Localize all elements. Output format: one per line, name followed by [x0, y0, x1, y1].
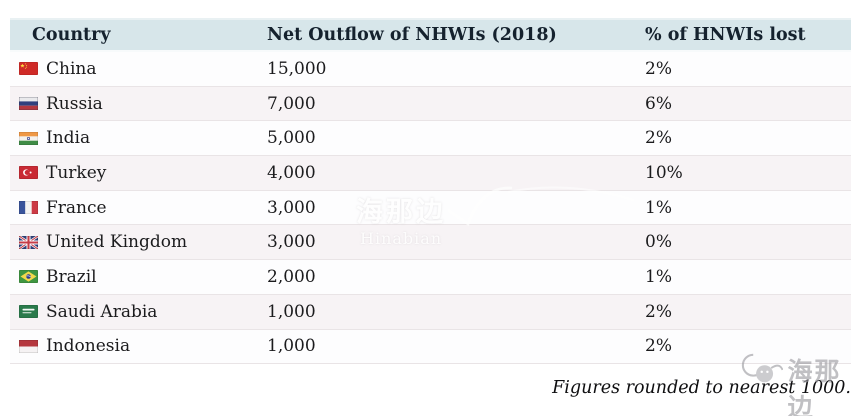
country-label: India: [46, 128, 91, 149]
outflow-value: 3,000: [267, 197, 316, 218]
india-flag-icon: [19, 131, 38, 145]
saudi-arabia-flag-icon: [19, 305, 38, 319]
table-row-china: China 15,000 2%: [10, 52, 851, 87]
pct-lost-value: 1%: [645, 197, 672, 218]
table-row-united-kingdom: United Kingdom 3,000 0%: [10, 225, 851, 261]
table-row-saudi-arabia: Saudi Arabia 1,000 2%: [10, 294, 851, 330]
outflow-value: 2,000: [267, 266, 316, 287]
indonesia-flag-icon: [19, 339, 38, 353]
table-footnote: Figures rounded to nearest 1000.: [552, 378, 851, 398]
pct-lost-value: 2%: [645, 336, 672, 357]
pct-lost-value: 0%: [645, 232, 672, 253]
russia-flag-icon: [19, 97, 38, 111]
column-header-net-outflow: Net Outflow of NHWIs (2018): [267, 25, 557, 45]
column-header-country: Country: [32, 25, 111, 45]
table-header-row: Country Net Outflow of NHWIs (2018) % of…: [10, 18, 851, 52]
outflow-value: 5,000: [267, 128, 316, 149]
country-label: France: [46, 197, 107, 218]
pct-lost-value: 2%: [645, 58, 672, 79]
outflow-value: 15,000: [267, 58, 327, 79]
pct-lost-value: 10%: [645, 162, 683, 183]
brazil-flag-icon: [19, 270, 38, 284]
hnwi-outflow-table: Country Net Outflow of NHWIs (2018) % of…: [10, 18, 851, 365]
table-row-russia: Russia 7,000 6%: [10, 86, 851, 122]
france-flag-icon: [19, 201, 38, 215]
table-row-turkey: Turkey 4,000 10%: [10, 156, 851, 191]
country-label: Saudi Arabia: [46, 301, 158, 322]
country-label: China: [46, 58, 97, 79]
pct-lost-value: 2%: [645, 128, 672, 149]
column-header-pct-lost: % of HNWIs lost: [645, 25, 806, 45]
outflow-value: 3,000: [267, 232, 316, 253]
outflow-value: 1,000: [267, 301, 316, 322]
country-label: Indonesia: [46, 336, 131, 357]
turkey-flag-icon: [19, 166, 38, 180]
pct-lost-value: 6%: [645, 93, 672, 114]
country-label: Turkey: [46, 162, 107, 183]
united-kingdom-flag-icon: [19, 235, 38, 249]
country-label: United Kingdom: [46, 232, 188, 253]
pct-lost-value: 1%: [645, 266, 672, 287]
country-label: Brazil: [46, 266, 97, 287]
table-row-france: France 3,000 1%: [10, 190, 851, 226]
country-label: Russia: [46, 93, 103, 114]
outflow-value: 7,000: [267, 93, 316, 114]
pct-lost-value: 2%: [645, 301, 672, 322]
outflow-value: 4,000: [267, 162, 316, 183]
table-row-indonesia: Indonesia 1,000 2%: [10, 329, 851, 365]
table-body: China 15,000 2% Russia 7,000 6% India 5,…: [10, 52, 851, 365]
table-row-brazil: Brazil 2,000 1%: [10, 260, 851, 295]
china-flag-icon: [19, 62, 38, 76]
outflow-value: 1,000: [267, 336, 316, 357]
table-row-india: India 5,000 2%: [10, 121, 851, 157]
